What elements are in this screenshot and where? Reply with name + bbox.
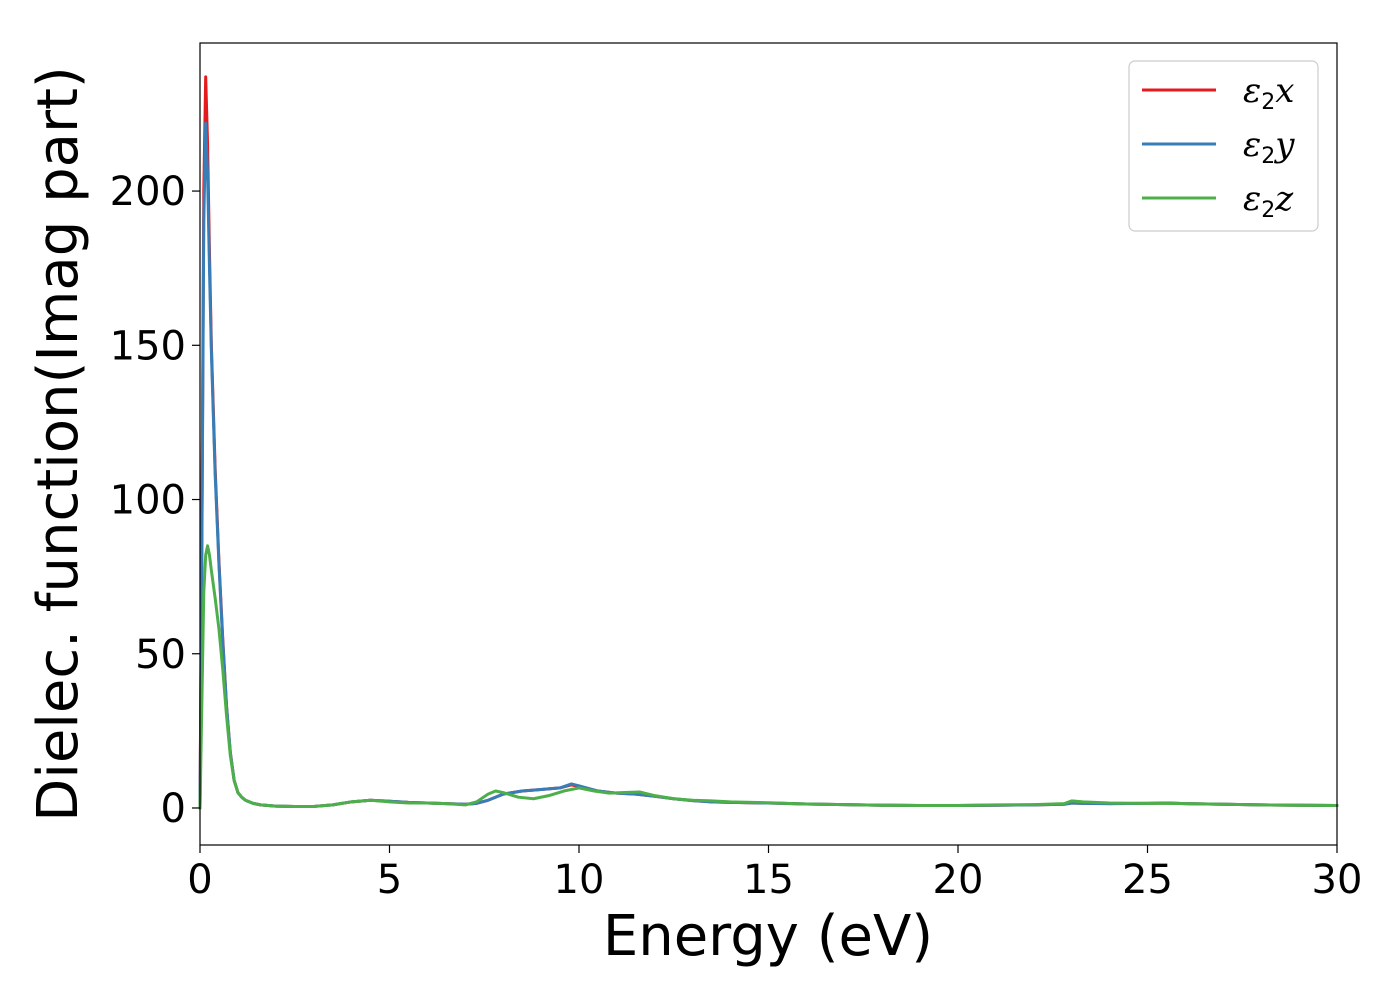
y-tick-label: 0 xyxy=(161,786,186,832)
y-axis-label: Dielec. function(Imag part) xyxy=(26,66,91,822)
x-tick-label: 0 xyxy=(187,857,212,903)
x-tick-label: 10 xyxy=(554,857,605,903)
y-tick-label: 200 xyxy=(110,169,186,215)
y-tick-label: 100 xyxy=(110,478,186,524)
x-axis-label: Energy (eV) xyxy=(603,904,933,969)
y-axis-ticks: 0 50 100 150 200 xyxy=(110,169,200,832)
legend: ε2x ε2y ε2z xyxy=(1128,60,1319,232)
x-tick-label: 25 xyxy=(1122,857,1173,903)
x-tick-label: 30 xyxy=(1312,857,1363,903)
x-tick-label: 20 xyxy=(933,857,984,903)
y-tick-label: 150 xyxy=(110,323,186,369)
series-layer xyxy=(198,75,1339,810)
legend-label-x: ε2x xyxy=(1243,71,1294,115)
legend-box xyxy=(1128,60,1319,232)
x-axis-ticks: 0 5 10 15 20 25 30 xyxy=(187,845,1362,903)
x-tick-label: 5 xyxy=(377,857,402,903)
legend-label-z: ε2z xyxy=(1243,179,1294,223)
x-tick-label: 15 xyxy=(743,857,794,903)
legend-label-y: ε2y xyxy=(1243,125,1295,169)
series-line-z xyxy=(198,544,1339,810)
y-tick-label: 50 xyxy=(135,632,186,678)
